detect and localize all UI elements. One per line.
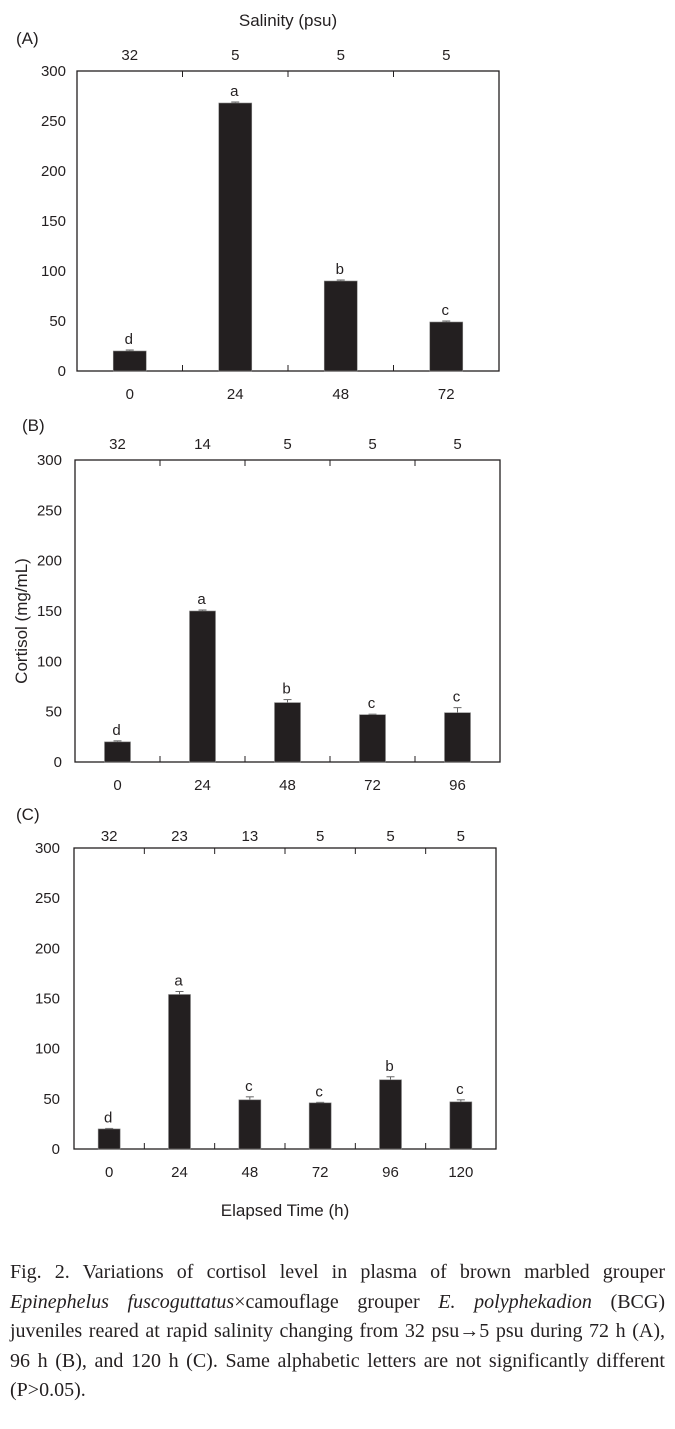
y-tick-label: 250: [35, 890, 60, 907]
salinity-tick-label: 5: [453, 436, 461, 453]
y-tick-label: 300: [35, 840, 60, 857]
bar: [308, 1102, 332, 1150]
significance-letter: a: [197, 591, 206, 608]
y-tick-label: 0: [58, 363, 66, 380]
x-tick-label: 120: [448, 1164, 473, 1181]
y-tick-label: 200: [37, 553, 62, 570]
y-tick-label: 300: [37, 452, 62, 469]
salinity-tick-label: 5: [283, 436, 291, 453]
significance-letter: a: [174, 972, 183, 989]
x-tick-label: 96: [449, 777, 466, 794]
y-tick-label: 300: [41, 63, 66, 80]
y-tick-label: 50: [43, 1091, 60, 1108]
x-tick-label: 72: [312, 1164, 329, 1181]
caption-text-3: (BCG) juveniles reared at rapid salinity…: [10, 1290, 666, 1402]
x-tick-label: 48: [279, 777, 296, 794]
significance-letter: b: [282, 681, 290, 698]
significance-letter: c: [368, 695, 376, 712]
x-tick-label: 72: [364, 777, 381, 794]
y-tick-label: 200: [35, 940, 60, 957]
bar: [189, 610, 216, 763]
significance-letter: b: [336, 261, 344, 278]
salinity-tick-label: 32: [101, 828, 118, 845]
significance-letter: a: [230, 83, 239, 100]
panel-label: (A): [16, 29, 39, 48]
salinity-tick-label: 5: [337, 47, 345, 64]
bar: [359, 714, 386, 763]
significance-letter: c: [315, 1083, 323, 1100]
significance-letter: c: [456, 1081, 464, 1098]
salinity-tick-label: 13: [241, 828, 258, 845]
bar: [112, 350, 147, 372]
y-tick-label: 100: [37, 653, 62, 670]
significance-letter: c: [453, 689, 461, 706]
x-tick-label: 48: [241, 1164, 258, 1181]
bar: [104, 741, 131, 763]
x-tick-label: 48: [332, 386, 349, 403]
y-tick-label: 250: [41, 113, 66, 130]
significance-letter: d: [104, 1109, 112, 1126]
salinity-tick-label: 5: [368, 436, 376, 453]
y-tick-label: 100: [41, 263, 66, 280]
salinity-tick-label: 5: [231, 47, 239, 64]
x-tick-label: 72: [438, 386, 455, 403]
y-tick-label: 250: [37, 502, 62, 519]
x-tick-label: 24: [227, 386, 244, 403]
bar: [97, 1128, 121, 1150]
x-tick-label: 0: [126, 386, 134, 403]
significance-letter: b: [385, 1058, 393, 1075]
salinity-tick-label: 5: [442, 47, 450, 64]
caption-text-2: ×camouflage grouper: [234, 1290, 439, 1313]
y-tick-label: 150: [41, 213, 66, 230]
salinity-tick-label: 14: [194, 436, 211, 453]
y-tick-label: 0: [52, 1141, 60, 1158]
bar: [238, 1099, 262, 1150]
salinity-tick-label: 5: [386, 828, 394, 845]
panel-label: (B): [22, 416, 45, 435]
x-tick-label: 0: [113, 777, 121, 794]
salinity-tick-label: 32: [109, 436, 126, 453]
panel-label: (C): [16, 805, 40, 824]
plot-frame: [73, 847, 497, 1150]
salinity-tick-label: 23: [171, 828, 188, 845]
bar: [218, 102, 253, 372]
bar: [444, 712, 471, 763]
caption-species-2: E. polyphekadion: [438, 1290, 592, 1313]
figure: (A)Salinity (psu)050100150200250300d032a…: [12, 11, 501, 1220]
y-tick-label: 150: [35, 991, 60, 1008]
salinity-tick-label: 5: [316, 828, 324, 845]
figure-caption: Fig. 2. Variations of cortisol level in …: [10, 1258, 665, 1406]
x-tick-label: 24: [194, 777, 211, 794]
significance-letter: d: [112, 722, 120, 739]
y-tick-label: 200: [41, 163, 66, 180]
significance-letter: d: [125, 331, 133, 348]
x-tick-label: 96: [382, 1164, 399, 1181]
bar: [323, 280, 358, 372]
y-tick-label: 50: [49, 313, 66, 330]
significance-letter: c: [442, 302, 450, 319]
salinity-tick-label: 5: [457, 828, 465, 845]
x-tick-label: 0: [105, 1164, 113, 1181]
caption-species-1: Epinephelus fuscoguttatus: [10, 1290, 235, 1313]
y-axis-label: Cortisol (mg/mL): [12, 558, 31, 684]
y-tick-label: 150: [37, 603, 62, 620]
y-tick-label: 0: [54, 754, 62, 771]
x-axis-label: Elapsed Time (h): [221, 1201, 350, 1220]
bar: [274, 702, 301, 763]
bar: [379, 1079, 402, 1150]
salinity-tick-label: 32: [121, 47, 138, 64]
y-tick-label: 100: [35, 1041, 60, 1058]
x-tick-label: 24: [171, 1164, 188, 1181]
significance-letter: c: [245, 1078, 253, 1095]
top-axis-title: Salinity (psu): [239, 11, 337, 30]
caption-text-1: Fig. 2. Variations of cortisol level in …: [10, 1261, 665, 1283]
y-tick-label: 50: [45, 704, 62, 721]
bar: [449, 1101, 473, 1150]
bar: [168, 994, 191, 1150]
bar: [429, 321, 464, 372]
